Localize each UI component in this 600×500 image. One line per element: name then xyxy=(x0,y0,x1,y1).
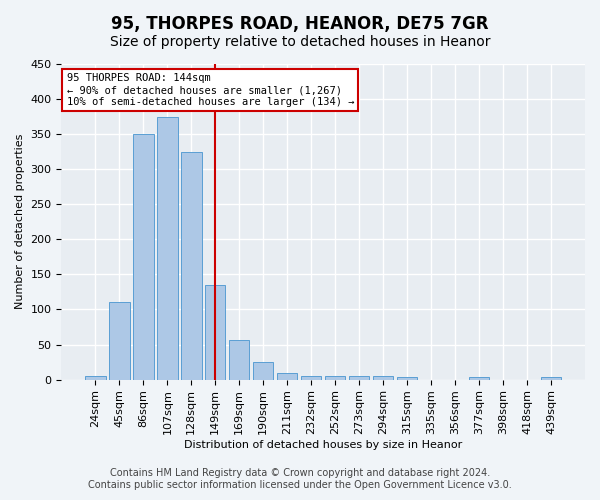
Text: 95, THORPES ROAD, HEANOR, DE75 7GR: 95, THORPES ROAD, HEANOR, DE75 7GR xyxy=(111,15,489,33)
Bar xyxy=(109,302,130,380)
Bar xyxy=(349,376,370,380)
Bar xyxy=(301,376,322,380)
Text: 95 THORPES ROAD: 144sqm
← 90% of detached houses are smaller (1,267)
10% of semi: 95 THORPES ROAD: 144sqm ← 90% of detache… xyxy=(67,74,354,106)
Bar xyxy=(541,378,561,380)
Bar xyxy=(85,376,106,380)
Bar xyxy=(277,372,298,380)
Y-axis label: Number of detached properties: Number of detached properties xyxy=(15,134,25,310)
Bar xyxy=(205,285,226,380)
Bar xyxy=(469,378,489,380)
Bar xyxy=(397,378,418,380)
Text: Size of property relative to detached houses in Heanor: Size of property relative to detached ho… xyxy=(110,35,490,49)
Bar xyxy=(253,362,274,380)
Bar xyxy=(373,376,394,380)
Text: Contains HM Land Registry data © Crown copyright and database right 2024.
Contai: Contains HM Land Registry data © Crown c… xyxy=(88,468,512,490)
Bar xyxy=(133,134,154,380)
Bar xyxy=(157,116,178,380)
X-axis label: Distribution of detached houses by size in Heanor: Distribution of detached houses by size … xyxy=(184,440,463,450)
Bar xyxy=(181,152,202,380)
Bar xyxy=(229,340,250,380)
Bar xyxy=(325,376,346,380)
